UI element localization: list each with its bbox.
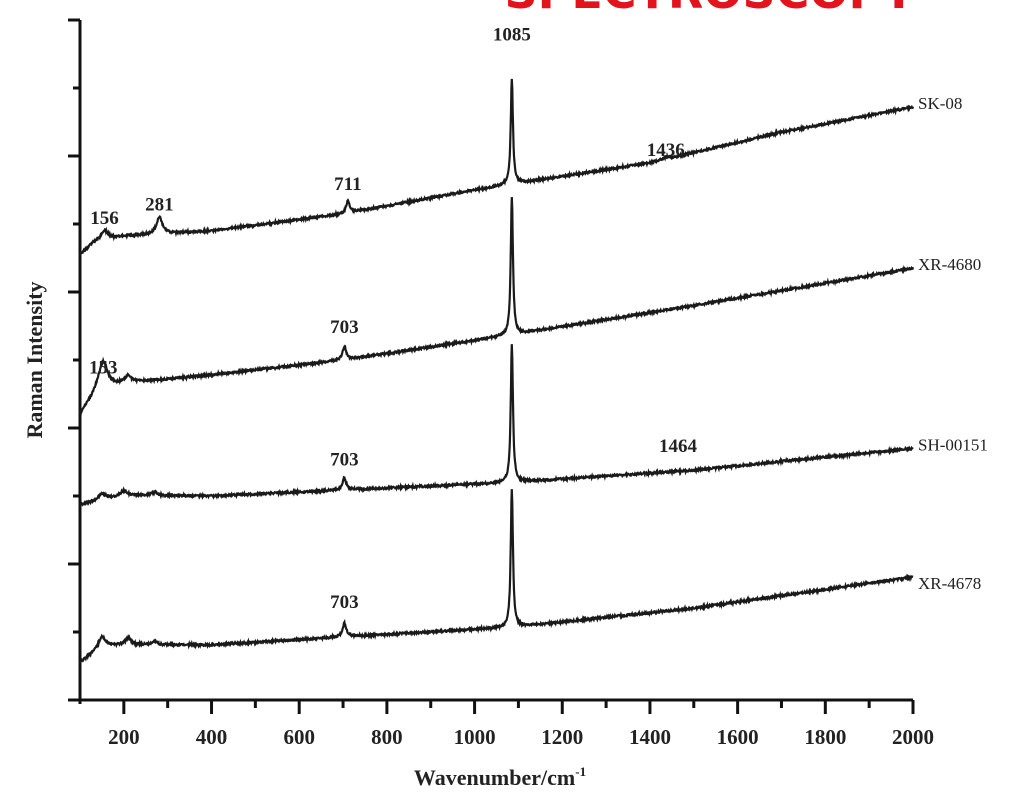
peak-annotation: 1085: [493, 24, 531, 45]
series-line-xr-4678: [78, 489, 914, 664]
y-axis-label: Raman Intensity: [22, 281, 47, 438]
peak-annotation: 156: [90, 208, 119, 229]
banner-text: SPECTROSCOPY: [505, 0, 917, 19]
peak-annotation: 1436: [647, 140, 685, 161]
x-tick-label: 800: [371, 725, 403, 749]
series-label: SK-08: [918, 94, 962, 113]
x-tick-label: 1800: [804, 725, 846, 749]
x-tick-label: 1200: [541, 725, 583, 749]
peak-annotation: 703: [330, 449, 359, 470]
x-axis-label: Wavenumber/cm-1: [414, 764, 586, 790]
peak-annotation: 153: [89, 358, 118, 379]
series-line-sh-00151: [78, 344, 914, 507]
x-tick-label: 400: [196, 725, 228, 749]
x-tick-label: 1400: [629, 725, 671, 749]
series-line-sk-08: [79, 78, 915, 256]
x-tick-label: 2000: [892, 725, 934, 749]
series-label: SH-00151: [918, 435, 988, 454]
peak-annotation: 703: [330, 592, 359, 613]
series-label: XR-4680: [918, 255, 981, 274]
peak-annotation: 703: [330, 317, 359, 338]
peak-annotation: 281: [145, 194, 174, 215]
series-label: XR-4678: [918, 574, 981, 593]
peak-annotation: 711: [334, 174, 361, 195]
x-tick-label: 1600: [717, 725, 759, 749]
x-tick-label: 1000: [454, 725, 496, 749]
x-tick-label: 600: [283, 725, 315, 749]
peak-annotation: 1464: [659, 436, 698, 457]
series-line-xr-4680: [78, 197, 915, 417]
x-tick-label: 200: [108, 725, 140, 749]
